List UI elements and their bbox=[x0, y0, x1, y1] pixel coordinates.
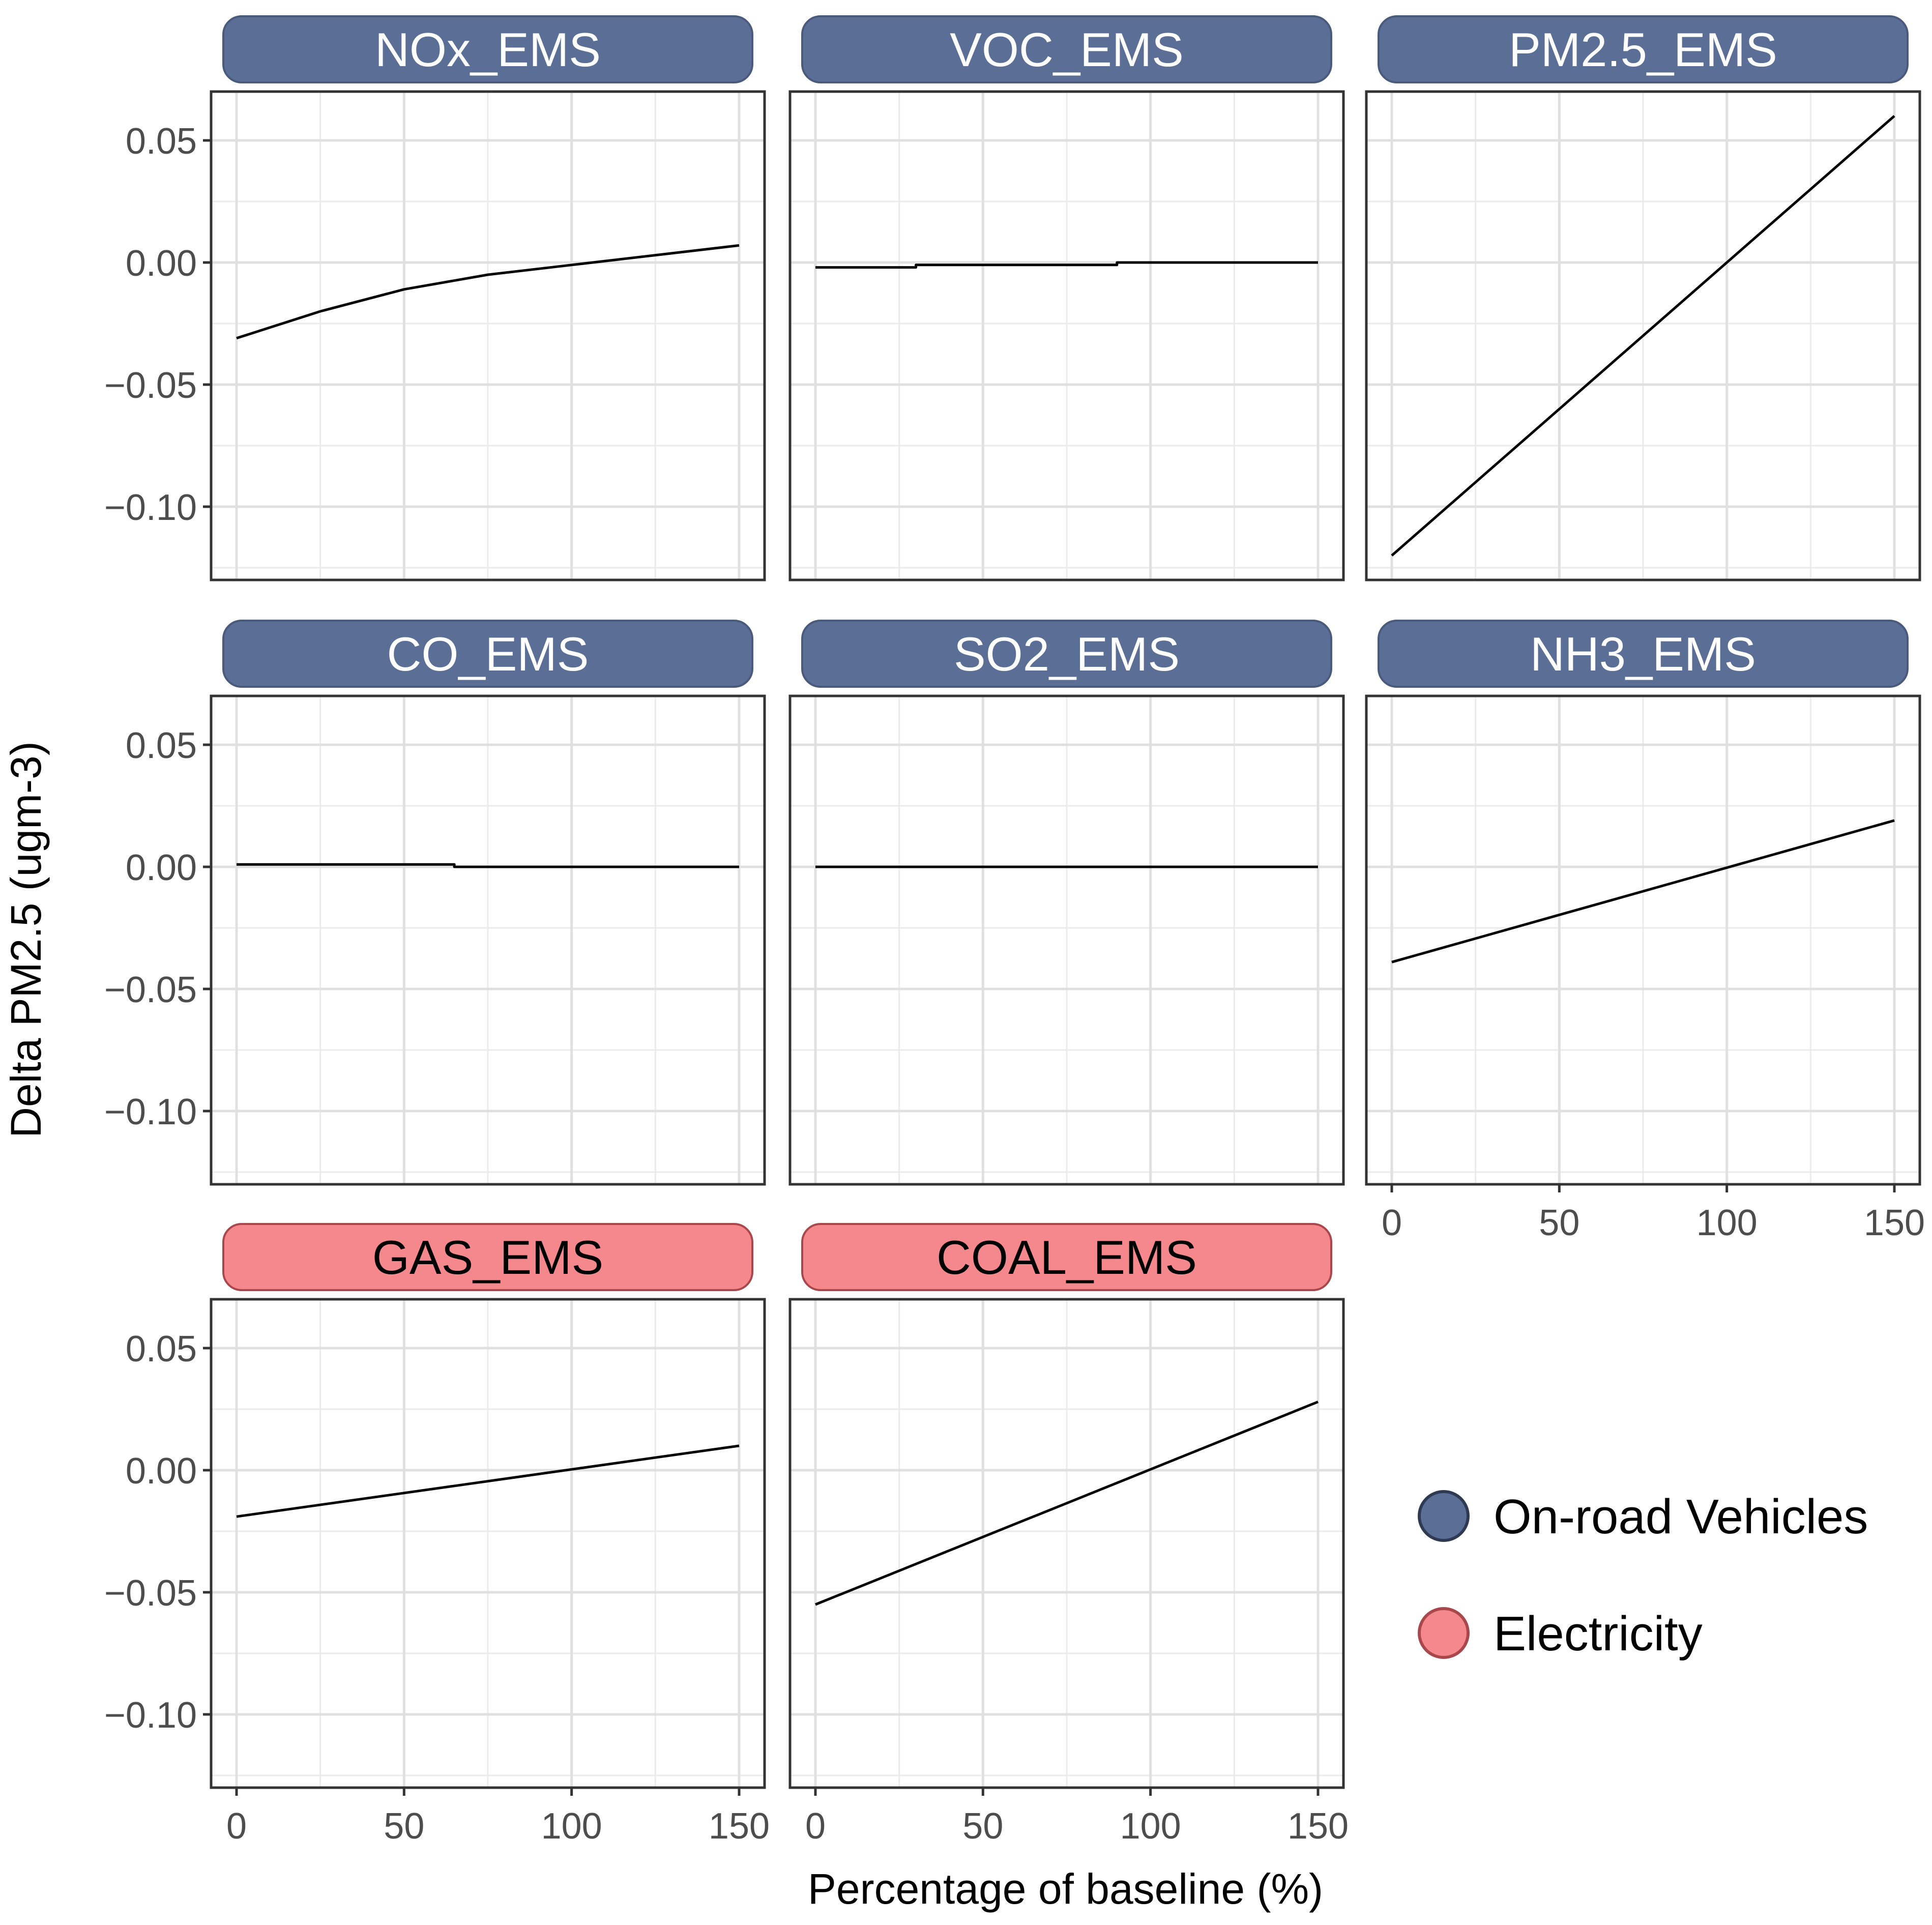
strip-header bbox=[801, 620, 1332, 688]
strip-header bbox=[222, 1223, 753, 1291]
legend-label-electricity: Electricity bbox=[1494, 1607, 1703, 1661]
panel-border bbox=[1365, 90, 1921, 581]
strip-label: GAS_EMS bbox=[372, 1231, 604, 1284]
y-tick-label: −0.10 bbox=[104, 1695, 197, 1736]
strip-label: VOC_EMS bbox=[950, 23, 1184, 76]
y-tick-label: 0.05 bbox=[126, 1329, 197, 1369]
strip-header bbox=[801, 15, 1332, 83]
panel-coal-ems: COAL_EMS 0 50 100 150 bbox=[788, 1223, 1349, 1847]
strip-header bbox=[222, 15, 753, 83]
x-tick-label: 150 bbox=[709, 1806, 770, 1847]
legend-marker-electricity bbox=[1418, 1607, 1470, 1659]
y-tick-label: −0.10 bbox=[104, 487, 197, 528]
strip-label: PM2.5_EMS bbox=[1509, 23, 1777, 76]
panel-border bbox=[210, 1298, 766, 1789]
strip-header bbox=[222, 620, 753, 688]
strip-label: NH3_EMS bbox=[1530, 627, 1756, 681]
strip-header bbox=[1378, 620, 1909, 688]
strip-header bbox=[801, 1223, 1332, 1291]
panel-gas-ems: GAS_EMS 0.05 0.00 −0.05 −0.10 0 50 100 150 bbox=[104, 1223, 770, 1847]
panel-border bbox=[210, 90, 766, 581]
x-tick-label: 100 bbox=[541, 1806, 602, 1847]
panel-border bbox=[788, 694, 1345, 1186]
panel-co-ems: CO_EMS 0.05 0.00 −0.05 −0.10 bbox=[104, 620, 766, 1186]
series-line-co-ems bbox=[237, 863, 739, 868]
strip-label: CO_EMS bbox=[387, 627, 589, 681]
x-axis-title: Percentage of baseline (%) bbox=[808, 1865, 1323, 1913]
legend-marker-on-road-vehicles bbox=[1418, 1490, 1470, 1542]
panel-border bbox=[1365, 694, 1921, 1186]
strip-header bbox=[1378, 15, 1909, 83]
x-tick-label: 50 bbox=[1539, 1203, 1579, 1243]
x-tick-label: 0 bbox=[805, 1806, 826, 1847]
series-line-nox-ems bbox=[236, 244, 740, 340]
panel-border bbox=[788, 90, 1345, 581]
y-tick-label: −0.05 bbox=[104, 970, 197, 1010]
panel-so2-ems: SO2_EMS bbox=[788, 620, 1345, 1186]
y-tick-label: 0.00 bbox=[126, 243, 197, 284]
strip-label: COAL_EMS bbox=[936, 1231, 1197, 1284]
x-tick-label: 50 bbox=[384, 1806, 424, 1847]
panel-border bbox=[210, 694, 766, 1186]
y-tick-label: 0.00 bbox=[126, 848, 197, 888]
y-tick-label: −0.05 bbox=[104, 365, 197, 406]
x-tick-label: 0 bbox=[226, 1806, 247, 1847]
x-tick-label: 150 bbox=[1287, 1806, 1349, 1847]
series-line-voc-ems bbox=[815, 261, 1318, 269]
x-tick-label: 100 bbox=[1120, 1806, 1181, 1847]
x-tick-label: 100 bbox=[1696, 1203, 1758, 1243]
series-line-coal-ems bbox=[815, 1401, 1319, 1606]
y-axis-title: Delta PM2.5 (ugm-3) bbox=[2, 741, 50, 1138]
x-tick-label: 50 bbox=[962, 1806, 1003, 1847]
x-tick-label: 0 bbox=[1382, 1203, 1402, 1243]
panel-nox-ems: NOx_EMS 0.05 0.00 −0.05 −0.10 bbox=[104, 15, 766, 581]
legend: On-road Vehicles Electricity bbox=[1418, 1490, 1868, 1661]
y-tick-label: 0.05 bbox=[126, 121, 197, 162]
y-tick-label: 0.00 bbox=[126, 1451, 197, 1492]
series-line-nh3-ems bbox=[1391, 819, 1895, 964]
x-tick-label: 150 bbox=[1864, 1203, 1925, 1243]
panel-nh3-ems: NH3_EMS 0 50 100 150 bbox=[1365, 620, 1925, 1243]
panel-pm2-5-ems: PM2.5_EMS bbox=[1365, 15, 1921, 581]
y-tick-label: −0.10 bbox=[104, 1092, 197, 1132]
panel-voc-ems: VOC_EMS bbox=[788, 15, 1345, 581]
series-line-pm2-5-ems bbox=[1391, 115, 1895, 557]
series-line-gas-ems bbox=[236, 1444, 740, 1518]
y-tick-label: −0.05 bbox=[104, 1573, 197, 1614]
y-tick-label: 0.05 bbox=[126, 725, 197, 766]
legend-label-on-road-vehicles: On-road Vehicles bbox=[1494, 1490, 1868, 1544]
panel-border bbox=[788, 1298, 1345, 1789]
strip-label: SO2_EMS bbox=[954, 627, 1180, 681]
strip-label: NOx_EMS bbox=[375, 23, 601, 76]
